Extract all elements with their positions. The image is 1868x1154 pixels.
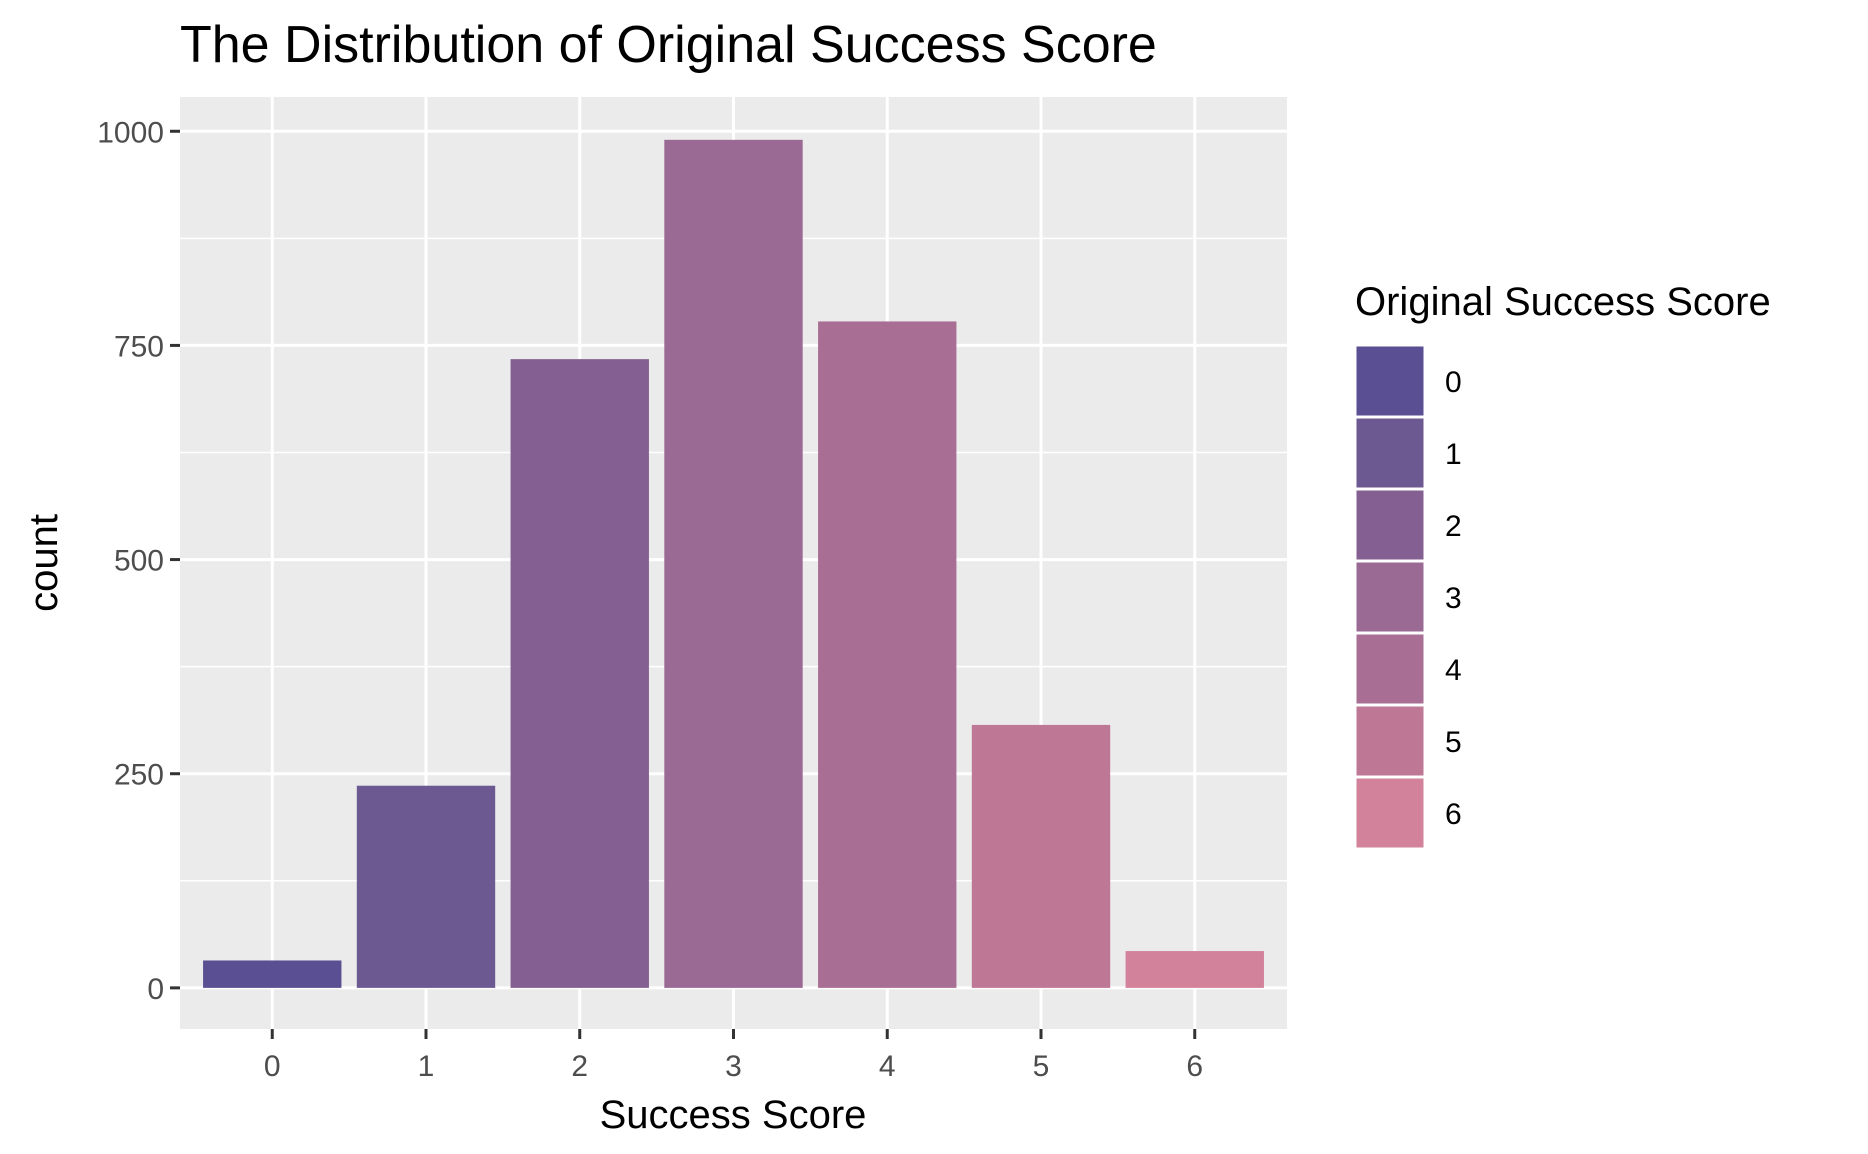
axis-ticks: 0 250 500 750 1000 0 1 2 3 4 5 6	[97, 116, 1203, 1083]
legend-label-5: 5	[1445, 726, 1462, 759]
y-tick-label: 0	[147, 973, 164, 1006]
legend-swatch-4	[1353, 631, 1427, 707]
legend-swatch-2	[1353, 487, 1427, 563]
x-tick-label: 0	[264, 1050, 281, 1083]
x-tick-label: 3	[725, 1050, 742, 1083]
x-tick-label: 2	[571, 1050, 588, 1083]
bar-2	[510, 359, 649, 988]
x-axis-title: Success Score	[600, 1093, 867, 1137]
legend-swatch-0	[1353, 343, 1427, 419]
bars	[203, 139, 1264, 988]
legend-swatch-1	[1353, 415, 1427, 491]
legend-label-6: 6	[1445, 798, 1462, 831]
bar-3	[664, 139, 803, 988]
legend-label-0: 0	[1445, 366, 1462, 399]
bar-5	[971, 724, 1111, 988]
legend-label-4: 4	[1445, 654, 1462, 687]
x-tick-label: 5	[1033, 1050, 1050, 1083]
legend-swatch-6	[1353, 775, 1427, 851]
x-tick-label: 4	[879, 1050, 896, 1083]
x-tick-label: 1	[418, 1050, 435, 1083]
bar-0	[203, 960, 342, 988]
legend-title: Original Success Score	[1355, 280, 1771, 324]
y-tick-label: 250	[114, 759, 164, 792]
y-tick-label: 750	[114, 330, 164, 363]
legend-swatch-3	[1353, 559, 1427, 635]
bar-4	[818, 321, 957, 988]
y-tick-label: 1000	[97, 116, 164, 149]
bar-1	[356, 785, 496, 988]
y-axis-title: count	[22, 514, 66, 612]
x-tick-label: 6	[1186, 1050, 1203, 1083]
legend-label-3: 3	[1445, 582, 1462, 615]
legend-label-2: 2	[1445, 510, 1462, 543]
legend-swatch-5	[1353, 703, 1427, 779]
bar-6	[1125, 951, 1264, 988]
legend-label-1: 1	[1445, 438, 1462, 471]
chart-title: The Distribution of Original Success Sco…	[180, 16, 1157, 74]
legend: 0 1 2 3 4 5 6	[1353, 343, 1462, 851]
y-tick-label: 500	[114, 545, 164, 578]
